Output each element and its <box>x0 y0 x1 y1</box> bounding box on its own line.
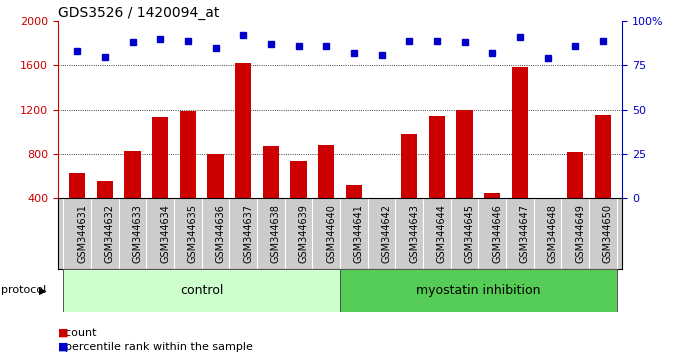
Text: GSM344644: GSM344644 <box>437 204 447 263</box>
Text: GSM344645: GSM344645 <box>464 204 475 263</box>
Bar <box>456 110 473 242</box>
Text: myostatin inhibition: myostatin inhibition <box>416 284 541 297</box>
Bar <box>63 269 340 312</box>
Bar <box>290 161 307 242</box>
Text: GSM344639: GSM344639 <box>299 204 309 263</box>
Bar <box>511 67 528 242</box>
Bar <box>180 112 196 242</box>
Bar <box>428 116 445 242</box>
Bar <box>318 145 335 242</box>
Bar <box>235 63 252 242</box>
Bar <box>345 185 362 242</box>
Text: GSM344646: GSM344646 <box>492 204 502 263</box>
Text: protocol: protocol <box>1 285 47 295</box>
Bar <box>262 146 279 242</box>
Text: GDS3526 / 1420094_at: GDS3526 / 1420094_at <box>58 6 219 20</box>
Text: GSM344637: GSM344637 <box>243 204 253 263</box>
Bar <box>152 118 169 242</box>
Bar <box>567 152 583 242</box>
Bar <box>207 154 224 242</box>
Text: GSM344632: GSM344632 <box>105 204 115 263</box>
Bar <box>340 269 617 312</box>
Text: GSM344643: GSM344643 <box>409 204 419 263</box>
Bar <box>401 134 418 242</box>
Text: count: count <box>58 328 97 338</box>
Text: GSM344633: GSM344633 <box>133 204 143 263</box>
Text: control: control <box>180 284 223 297</box>
Text: GSM344649: GSM344649 <box>575 204 585 263</box>
Text: GSM344634: GSM344634 <box>160 204 170 263</box>
Text: GSM344642: GSM344642 <box>381 204 392 263</box>
Text: GSM344631: GSM344631 <box>77 204 87 263</box>
Text: ■: ■ <box>58 328 68 338</box>
Bar <box>124 151 141 242</box>
Text: GSM344636: GSM344636 <box>216 204 226 263</box>
Text: GSM344641: GSM344641 <box>354 204 364 263</box>
Bar <box>373 206 390 242</box>
Text: percentile rank within the sample: percentile rank within the sample <box>58 342 253 352</box>
Text: GSM344647: GSM344647 <box>520 204 530 263</box>
Text: GSM344648: GSM344648 <box>547 204 558 263</box>
Bar <box>97 181 113 242</box>
Bar <box>484 193 500 242</box>
Text: ▶: ▶ <box>39 285 47 295</box>
Bar <box>539 206 556 242</box>
Text: GSM344650: GSM344650 <box>603 204 613 263</box>
Text: GSM344640: GSM344640 <box>326 204 336 263</box>
Text: GSM344638: GSM344638 <box>271 204 281 263</box>
Text: GSM344635: GSM344635 <box>188 204 198 263</box>
Text: ■: ■ <box>58 342 68 352</box>
Bar <box>69 173 86 242</box>
Bar <box>594 115 611 242</box>
